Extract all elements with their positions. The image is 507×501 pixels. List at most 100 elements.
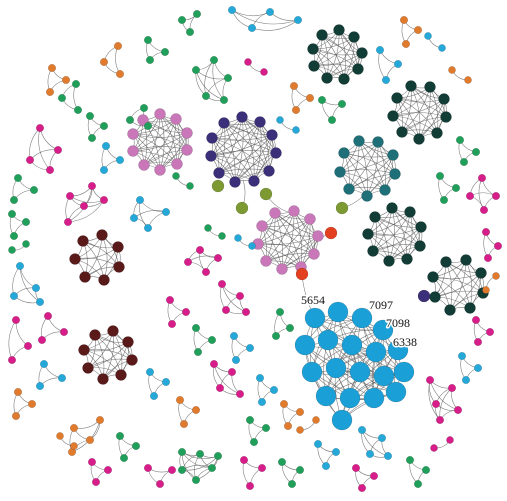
edge-500 [269, 11, 299, 21]
node-117 [192, 9, 202, 19]
node-289 [99, 121, 109, 131]
node-175 [95, 415, 105, 425]
node-17 [385, 381, 407, 403]
node-45 [256, 220, 268, 232]
node-170 [57, 373, 67, 383]
edge-559 [8, 319, 17, 361]
node-191 [239, 455, 249, 465]
node-163 [11, 315, 21, 325]
node-199 [321, 461, 331, 471]
node-50 [389, 168, 401, 180]
node-250 [217, 279, 227, 289]
node-229 [471, 147, 481, 157]
node-274 [269, 385, 279, 395]
node-248 [201, 267, 211, 277]
edge-665 [187, 255, 219, 263]
node-100 [112, 241, 124, 253]
node-156 [15, 261, 25, 271]
node-267 [227, 367, 237, 377]
node-136 [73, 105, 83, 115]
node-243 [317, 95, 327, 105]
node-189 [177, 465, 187, 475]
node-261 [245, 343, 255, 353]
node-134 [71, 79, 81, 89]
node-314 [312, 416, 320, 424]
node-237 [375, 45, 385, 55]
node-80 [367, 245, 379, 257]
node-240 [289, 81, 299, 91]
node-308 [446, 436, 454, 444]
node-211 [447, 383, 457, 393]
node-273 [255, 373, 265, 383]
node-319 [234, 234, 242, 242]
edge-425 [449, 259, 467, 311]
edge-496 [231, 9, 271, 17]
node-276 [275, 307, 285, 317]
node-245 [327, 115, 337, 125]
node-182 [143, 463, 153, 473]
edge-197 [234, 121, 261, 183]
edge-522 [29, 127, 41, 161]
node-107 [107, 325, 119, 337]
node-159 [35, 297, 45, 307]
node-184 [155, 479, 165, 489]
edge-523 [38, 127, 51, 171]
node-318 [218, 232, 226, 240]
node-0 [304, 307, 326, 329]
node-63 [307, 43, 319, 55]
edge-549 [19, 265, 37, 289]
node-4 [294, 334, 316, 356]
node-76 [438, 93, 450, 105]
node-196 [287, 479, 297, 489]
node-255 [181, 307, 191, 317]
node-97 [69, 253, 81, 265]
node-320 [248, 242, 256, 250]
node-66 [348, 31, 360, 43]
node-315 [172, 172, 180, 180]
node-238 [393, 59, 403, 69]
node-209 [413, 479, 423, 489]
node-11 [349, 361, 371, 383]
node-295 [125, 115, 135, 125]
node-label-7097: 7097 [369, 298, 393, 312]
node-150 [161, 207, 171, 217]
node-302 [438, 44, 446, 52]
node-84 [404, 206, 416, 218]
node-216 [473, 363, 483, 373]
node-25 [137, 114, 149, 126]
node-195 [295, 465, 305, 475]
node-92 [460, 254, 472, 266]
node-304 [464, 76, 472, 84]
node-165 [7, 355, 17, 365]
node-206 [357, 483, 367, 493]
edge-540 [139, 199, 167, 213]
node-70 [413, 133, 425, 145]
node-299 [276, 116, 284, 124]
edge-180 [223, 122, 270, 172]
node-207 [405, 455, 415, 465]
node-64 [316, 29, 328, 41]
node-277 [285, 323, 295, 333]
node-242 [291, 105, 301, 115]
node-284 [283, 421, 293, 431]
node-234 [399, 15, 409, 25]
node-116 [177, 15, 187, 25]
node-291 [47, 63, 57, 73]
node-179 [87, 457, 97, 467]
node-85 [415, 221, 427, 233]
node-233 [483, 253, 493, 263]
node-186 [195, 449, 205, 459]
node-264 [161, 377, 171, 387]
edge-189 [241, 116, 255, 182]
node-313 [296, 426, 304, 434]
node-246 [195, 245, 205, 255]
node-298 [260, 68, 268, 76]
node-187 [207, 463, 217, 473]
node-148 [99, 195, 109, 205]
node-71 [396, 126, 408, 138]
node-168 [11, 411, 21, 421]
node-285 [101, 141, 111, 151]
node-18 [331, 409, 353, 431]
node-172 [69, 423, 79, 433]
